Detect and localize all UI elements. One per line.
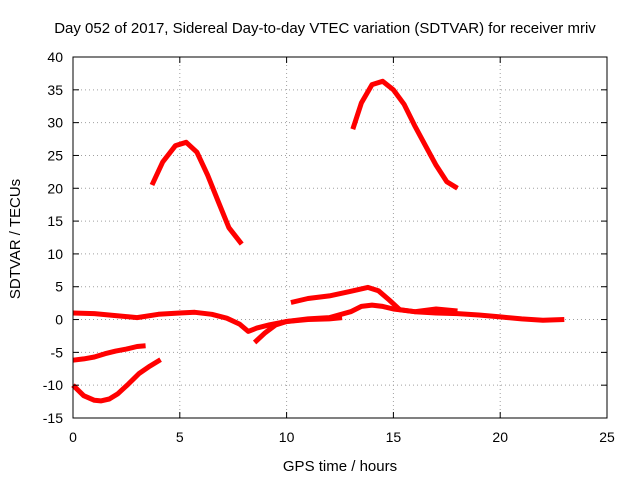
x-tick-label: 20 [492,429,508,445]
y-tick-label: 20 [47,180,63,196]
y-tick-label: 30 [47,115,63,131]
y-tick-label: 25 [47,147,63,163]
axis-ticks [72,56,608,419]
series-line-baseline-b [252,302,565,345]
grid-lines [73,57,607,418]
series-line-low-b [71,357,162,404]
series-group [71,78,565,404]
chart-title: Day 052 of 2017, Sidereal Day-to-day VTE… [54,20,596,37]
x-tick-label: 0 [69,429,77,445]
x-tick-label: 25 [599,429,615,445]
series-line-arc-b [350,78,459,191]
y-tick-label: -15 [43,410,63,426]
y-tick-labels: -15 -10 -5 0 5 10 15 20 25 30 35 40 [43,49,63,426]
x-tick-label: 5 [176,429,184,445]
y-tick-label: 0 [55,312,63,328]
y-tick-label: 10 [47,246,63,262]
series-line-low-a [72,343,146,363]
x-axis-label: GPS time / hours [283,458,397,475]
series-line-arc-a [149,139,244,246]
plot-frame [72,56,608,419]
x-tick-label: 10 [279,429,295,445]
y-tick-label: 5 [55,279,63,295]
x-tick-labels: 0 5 10 15 20 25 [69,429,615,445]
series-line-baseline-c [290,284,458,315]
x-tick-label: 15 [386,429,402,445]
y-tick-label: 40 [47,49,63,65]
y-tick-label: -5 [51,344,64,360]
y-tick-label: 15 [47,213,63,229]
y-axis-label: SDTVAR / TECUs [7,179,24,299]
y-tick-label: -10 [43,377,63,393]
y-tick-label: 35 [47,82,63,98]
